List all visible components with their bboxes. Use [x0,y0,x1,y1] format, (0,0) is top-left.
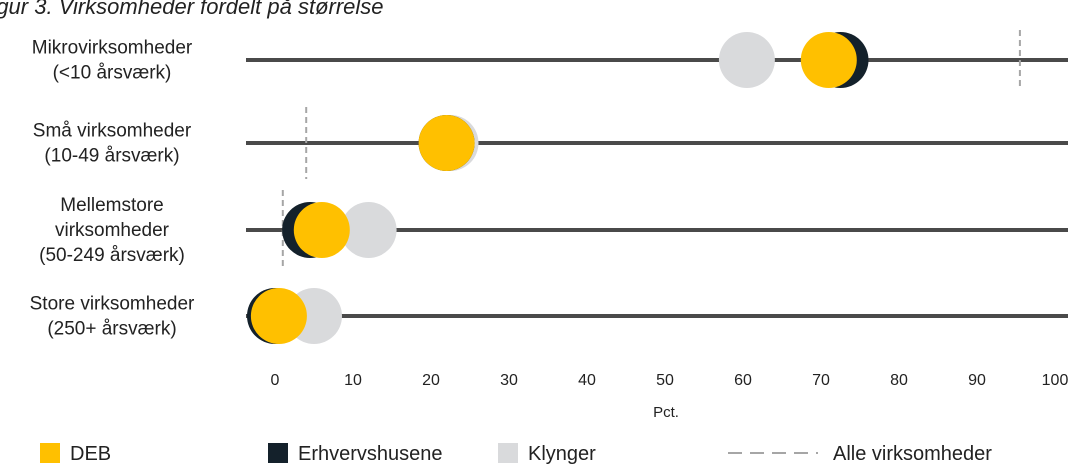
legend-label: Erhvervshusene [298,443,443,464]
category-label-line: (250+ årsværk) [47,319,176,340]
category-label-line: Mikrovirksomheder [32,38,193,59]
x-tick-label: 40 [578,372,596,389]
x-tick-label: 10 [344,372,362,389]
x-tick-label: 90 [968,372,986,389]
legend-swatch-erhvervshusene [268,443,288,463]
category-label-line: (<10 årsværk) [53,63,172,84]
category-label-line: (10-49 årsværk) [44,146,179,167]
category-rows [246,58,1068,318]
x-tick-label: 60 [734,372,752,389]
x-tick-label: 70 [812,372,830,389]
legend: DEB Erhvervshusene Klynger Alle virksomhede… [40,443,992,464]
category-label: Mikrovirksomheder (<10 årsværk) [32,38,193,84]
x-tick-label: 80 [890,372,908,389]
dot-deb [293,202,350,258]
data-points [247,32,869,344]
x-tick-label: 100 [1042,372,1069,389]
category-label-line: Mellemstore [60,195,163,216]
chart-title: Figur 3. Virksomheder fordelt på størrel… [0,0,384,19]
category-label: Mellemstore virksomheder (50-249 årsværk) [39,195,185,266]
x-tick-label: 20 [422,372,440,389]
legend-label: Alle virksomheder [833,443,992,464]
category-labels: Mikrovirksomheder (<10 årsværk) Små virkso… [30,38,195,340]
category-label-line: Store virksomheder [30,294,195,315]
dot-deb [418,115,475,171]
reference-lines [274,30,1021,342]
legend-label: Klynger [528,443,596,464]
x-axis-title: Pct. [653,404,679,421]
category-label: Store virksomheder (250+ årsværk) [30,294,195,340]
category-label: Små virksomheder (10-49 årsværk) [33,121,192,167]
legend-label: DEB [70,443,111,464]
dot-deb [250,288,307,344]
category-label-line: Små virksomheder [33,121,192,142]
category-label-line: (50-249 årsværk) [39,245,185,266]
dot-deb [800,32,857,88]
x-tick-label: 30 [500,372,518,389]
category-label-line: virksomheder [55,220,170,241]
dot-klynger [718,32,775,88]
x-axis-ticks: 0 10 20 30 40 50 60 70 80 90 100 [271,372,1069,389]
dot-klynger [340,202,397,258]
legend-swatch-klynger [498,443,518,463]
x-tick-label: 0 [271,372,280,389]
x-tick-label: 50 [656,372,674,389]
legend-swatch-deb [40,443,60,463]
